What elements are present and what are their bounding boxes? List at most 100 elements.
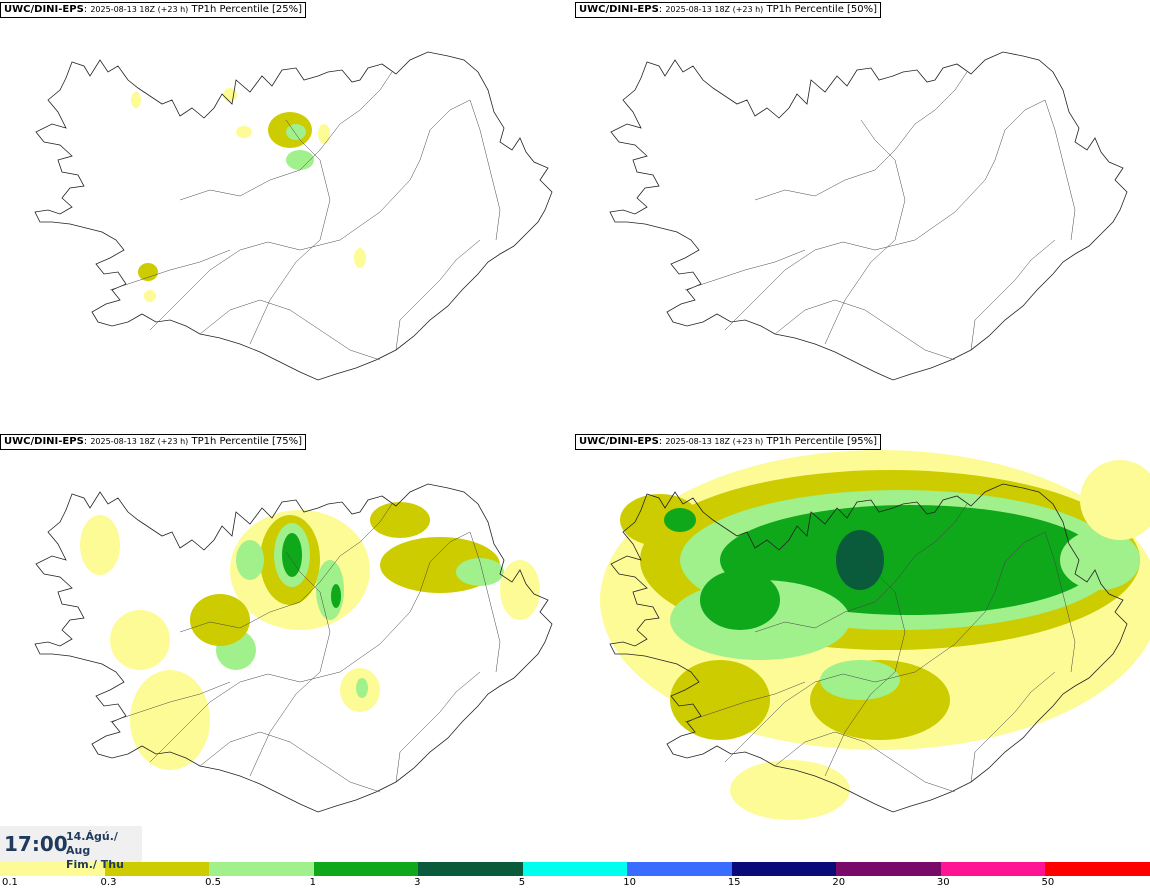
precip-area: [356, 678, 368, 698]
road-line: [970, 239, 1056, 351]
valid-day-label: Fim./ Thu: [66, 858, 124, 871]
run-time: 2025-08-13 18Z (+23 h): [90, 5, 189, 14]
road-line: [1044, 531, 1076, 673]
coastline: [609, 483, 1128, 813]
valid-time: 17:00: [4, 832, 68, 856]
map-panel-p25: UWC/DINI-EPS: 2025-08-13 18Z (+23 h) TP1…: [0, 0, 575, 430]
legend-swatch: [627, 862, 733, 876]
road-line: [179, 71, 393, 201]
coastline: [609, 51, 1128, 381]
map-panel-p95: UWC/DINI-EPS: 2025-08-13 18Z (+23 h) TP1…: [575, 432, 1150, 862]
road-line: [109, 249, 231, 291]
precip-area: [700, 570, 780, 630]
road-line: [199, 299, 381, 361]
panel-title: UWC/DINI-EPS: 2025-08-13 18Z (+23 h) TP1…: [575, 2, 882, 18]
model-source: UWC/DINI-EPS: [4, 436, 84, 447]
road-line: [824, 551, 906, 777]
road-line: [109, 681, 231, 723]
road-line: [149, 99, 471, 331]
iceland-map-p95: [600, 450, 1150, 820]
legend-tick-label: 1: [309, 877, 316, 888]
legend-swatch: [940, 862, 1046, 876]
precip-color-legend: 0.1 0.3 0.5 1 3 5 10 15 20 30 50: [0, 862, 1150, 891]
road-line: [199, 731, 381, 793]
road-line: [754, 71, 968, 201]
model-source: UWC/DINI-EPS: [579, 4, 659, 15]
legend-swatch: [418, 862, 524, 876]
iceland-map-p50: [609, 51, 1128, 381]
legend-tick-label: 0.5: [205, 877, 221, 888]
precip-area: [1060, 530, 1140, 590]
run-time: 2025-08-13 18Z (+23 h): [90, 437, 189, 446]
road-line: [970, 671, 1056, 783]
legend-tick-label: 30: [936, 877, 950, 888]
precip-area: [282, 533, 302, 577]
precip-area: [331, 584, 341, 608]
valid-time-box: 17:00 14.Ágú./ Aug Fim./ Thu: [0, 826, 142, 871]
run-time: 2025-08-13 18Z (+23 h): [665, 437, 764, 446]
legend-swatch: [731, 862, 837, 876]
precip-area: [354, 248, 366, 268]
valid-date: 14.Ágú./ Aug Fim./ Thu: [66, 830, 142, 872]
legend-tick-label: 3: [414, 877, 421, 888]
panel-title: UWC/DINI-EPS: 2025-08-13 18Z (+23 h) TP1…: [575, 434, 882, 450]
precip-area: [930, 574, 1050, 606]
model-source: UWC/DINI-EPS: [4, 4, 84, 15]
precip-area: [730, 760, 850, 820]
road-line: [754, 503, 968, 633]
legend-swatch: [1045, 862, 1150, 876]
map-panel-p50: UWC/DINI-EPS: 2025-08-13 18Z (+23 h) TP1…: [575, 0, 1150, 430]
panel-title: UWC/DINI-EPS: 2025-08-13 18Z (+23 h) TP1…: [0, 434, 307, 450]
panel-title: UWC/DINI-EPS: 2025-08-13 18Z (+23 h) TP1…: [0, 2, 307, 18]
precip-area: [836, 530, 884, 590]
road-line: [724, 531, 1046, 763]
precip-area: [620, 494, 700, 546]
legend-tick-label: 10: [623, 877, 636, 888]
precip-area: [223, 88, 237, 102]
field-name: TP1h Percentile [25%]: [191, 4, 303, 15]
road-line: [395, 239, 481, 351]
field-name: TP1h Percentile [95%]: [766, 436, 878, 447]
precip-area: [144, 290, 156, 302]
precip-area: [670, 660, 770, 740]
precip-area: [286, 150, 314, 170]
precip-area: [318, 124, 330, 144]
precip-area: [664, 508, 696, 532]
precip-area: [500, 560, 540, 620]
map-panel-p75: UWC/DINI-EPS: 2025-08-13 18Z (+23 h) TP1…: [0, 432, 575, 862]
valid-date-label: 14.Ágú./ Aug: [66, 830, 118, 857]
precip-area: [80, 515, 120, 575]
legend-swatch: [0, 862, 105, 876]
road-line: [249, 119, 331, 345]
legend-swatch: [104, 862, 210, 876]
precip-area: [1080, 460, 1150, 540]
coastline: [34, 483, 553, 813]
precip-area: [286, 124, 306, 140]
road-line: [684, 681, 806, 723]
legend-tick-label: 20: [832, 877, 846, 888]
road-line: [1044, 99, 1076, 241]
precip-area: [236, 540, 264, 580]
legend-swatch: [836, 862, 942, 876]
precip-area: [130, 670, 210, 770]
precip-area: [456, 558, 504, 586]
precip-area: [138, 263, 158, 281]
road-line: [149, 531, 471, 763]
road-line: [249, 551, 331, 777]
iceland-map-p25: [34, 51, 553, 381]
road-line: [469, 531, 501, 673]
legend-swatch: [313, 862, 419, 876]
field-name: TP1h Percentile [50%]: [766, 4, 878, 15]
iceland-map-p75: [34, 483, 553, 813]
coastline: [34, 51, 553, 381]
precip-area: [236, 126, 252, 138]
legend-swatch: [522, 862, 628, 876]
road-line: [395, 671, 481, 783]
precip-area: [820, 660, 900, 700]
precip-area: [110, 610, 170, 670]
road-line: [774, 299, 956, 361]
legend-tick-label: 5: [518, 877, 526, 888]
road-line: [774, 731, 956, 793]
precip-area: [131, 92, 141, 108]
legend-swatch: [209, 862, 315, 876]
